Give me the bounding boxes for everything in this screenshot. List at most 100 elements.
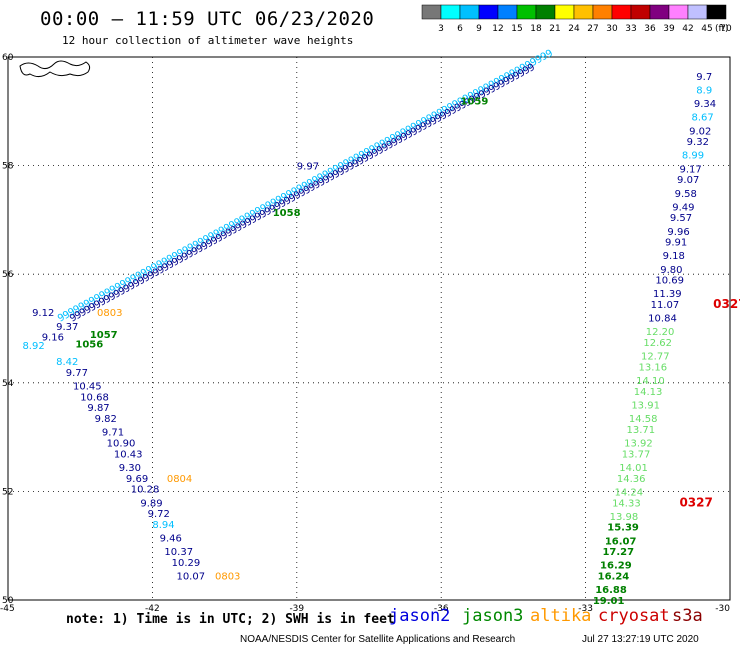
track-glyph: 9	[360, 152, 371, 165]
colorbar-swatch	[516, 4, 537, 20]
wave-height-label: 13.16	[639, 363, 668, 374]
track-glyph: 9	[445, 101, 456, 114]
generation-timestamp: Jul 27 13:27:19 UTC 2020	[582, 634, 699, 645]
track-glyph: 9	[273, 200, 284, 213]
track-glyph: 9	[518, 62, 529, 75]
track-glyph: 9	[66, 306, 77, 319]
colorbar-label: 39	[663, 24, 675, 34]
track-glyph: 9	[351, 158, 362, 171]
y-tick-label: 56	[2, 270, 14, 280]
colorbar-label: 3	[438, 24, 444, 34]
track-glyph: 9	[497, 78, 508, 91]
wave-height-labels: 9.12 0803 9.37 1057 9.16 1056 8.92 8.429.77 10.4…	[22, 72, 740, 607]
track-glyph: 9	[165, 259, 176, 272]
track-glyph: 9	[414, 123, 425, 136]
wave-height-label: 15.39	[607, 523, 639, 534]
track-glyph: 9	[155, 259, 166, 272]
track-glyph: 9	[82, 298, 93, 311]
y-tick-label: 54	[2, 379, 14, 389]
track-glyph: 9	[321, 174, 332, 187]
track-glyph: 9	[316, 171, 327, 184]
track-glyph: 9	[290, 186, 301, 199]
colorbar-unit: (ft)	[715, 24, 729, 34]
track-glyph: 9	[170, 256, 181, 269]
track-glyph: 9	[170, 250, 181, 263]
wave-height-label: 9.30	[119, 463, 141, 474]
colorbar-swatch	[706, 4, 727, 20]
wave-height-label: 1059	[460, 96, 488, 107]
wave-height-label: 9.91	[665, 238, 687, 249]
track-glyph: 9	[430, 110, 441, 123]
colorbar-label: 21	[549, 24, 560, 34]
track-glyph: 9	[156, 264, 167, 277]
track-glyph: 9	[516, 67, 527, 80]
track-glyph: 9	[253, 205, 264, 218]
track-glyph: 9	[471, 87, 482, 100]
track-glyph: 9	[87, 295, 98, 308]
track-glyph: 9	[161, 261, 172, 274]
wave-height-label: 9.57	[670, 213, 692, 224]
wave-height-label: 13.71	[627, 425, 656, 436]
track-glyph: 9	[482, 82, 493, 95]
colorbar-legend: 3 6 9 12 15 18 21 24 27 30 33 36 39 42 45 70(ft)	[421, 4, 732, 34]
colorbar-label: 15	[511, 24, 522, 34]
axis-tick-labels: -45 -42 -39 -36 -33 -30 60 58 56 54 52 50	[0, 53, 730, 614]
wave-height-label: 14.10	[636, 376, 665, 387]
track-glyph: 9	[385, 139, 396, 152]
track-glyph: 9	[149, 261, 160, 274]
colorbar-label: 27	[587, 24, 598, 34]
track-glyph: 9	[103, 287, 114, 300]
track-glyph: 9	[539, 51, 550, 64]
wave-height-label: 10.37	[164, 547, 193, 558]
track-glyph: 9	[107, 291, 118, 304]
wave-height-label: 9.17	[679, 164, 701, 175]
wave-height-label: 9.49	[672, 202, 694, 213]
track-glyph: 9	[378, 138, 389, 151]
colorbar-swatch	[535, 4, 556, 20]
x-tick-label: -36	[434, 604, 449, 614]
track-glyph: 9	[92, 299, 103, 312]
track-glyph: 9	[268, 203, 279, 216]
track-glyph: 9	[126, 280, 137, 293]
track-glyph: 9	[513, 65, 524, 78]
colorbar-label: 36	[644, 24, 656, 34]
wave-height-label: 10.29	[172, 558, 201, 569]
track-glyph: 9	[185, 248, 196, 261]
track-glyph: 9	[453, 102, 464, 115]
track-glyph: 9	[217, 225, 228, 238]
wave-height-label: 9.58	[675, 189, 697, 200]
track-glyph: 9	[214, 232, 225, 245]
wave-height-label: 14.36	[617, 474, 646, 485]
track-glyph: 9	[83, 304, 94, 317]
y-tick-label: 52	[2, 487, 13, 497]
track-glyph: 9	[209, 235, 220, 248]
colorbar-swatch	[649, 4, 670, 20]
track-glyph: 9	[326, 171, 337, 184]
track-glyph: 9	[191, 239, 202, 252]
track-glyph: 9	[222, 222, 233, 235]
wave-height-label: 10.84	[648, 314, 677, 325]
track-glyph: 9	[102, 293, 113, 306]
track-glyph: 9	[534, 54, 545, 67]
track-glyph: 9	[331, 163, 342, 176]
wave-height-label: 9.80	[660, 265, 682, 276]
track-glyph: 9	[224, 227, 235, 240]
wave-height-label: 10.07	[176, 572, 205, 583]
track-glyph: 9	[466, 90, 477, 103]
track-glyph: 9	[175, 247, 186, 260]
colorbar-swatch	[440, 4, 461, 20]
wave-height-label: 16.07	[605, 536, 637, 547]
wave-height-label: 8.99	[682, 151, 704, 162]
colorbar-swatch	[459, 4, 480, 20]
track-glyph: 9	[472, 91, 483, 104]
track-glyph: 9	[367, 143, 378, 156]
track-glyph: 9	[269, 197, 280, 210]
satellite-tracks: 9999999999999999999999999999999999999999…	[56, 48, 555, 325]
track-glyph: 9	[73, 309, 84, 322]
wave-height-label: 10.90	[107, 439, 136, 450]
wave-height-label: 9.12	[32, 308, 54, 319]
track-glyph: 9	[207, 230, 218, 243]
track-glyph: 9	[186, 242, 197, 255]
track-glyph: 9	[544, 48, 555, 61]
wave-height-label: 0803	[97, 308, 122, 319]
